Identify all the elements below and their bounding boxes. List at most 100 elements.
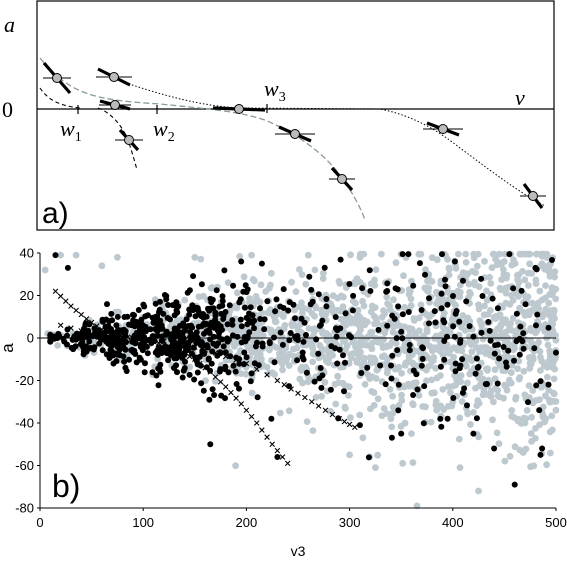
black-point: [438, 290, 445, 297]
black-point: [517, 323, 524, 330]
cross-point: [104, 328, 110, 335]
gray-point: [386, 386, 394, 393]
gray-point: [468, 357, 476, 365]
cross-point: [114, 333, 121, 339]
gray-point: [266, 344, 273, 352]
black-point: [246, 310, 253, 317]
black-point: [201, 350, 208, 357]
gray-point: [455, 250, 462, 258]
cross-stroke: [288, 386, 294, 392]
black-point: [83, 343, 90, 350]
black-point: [222, 363, 229, 370]
gray-point: [302, 280, 310, 288]
black-point: [219, 293, 226, 300]
black-point: [117, 352, 124, 359]
gray-point: [484, 365, 491, 373]
y-tick-label: -60: [15, 458, 34, 473]
gray-point: [423, 328, 431, 336]
gray-point: [509, 346, 517, 354]
tangent-dot-4: [124, 135, 134, 145]
gray-point: [515, 357, 523, 365]
gray-point: [527, 327, 535, 334]
cross-point: [73, 307, 79, 314]
gray-point: [513, 272, 521, 279]
gray-point: [433, 288, 440, 296]
black-point: [336, 346, 343, 353]
cross-point: [202, 364, 208, 371]
black-point: [182, 347, 189, 354]
black-point: [277, 329, 284, 336]
black-point: [367, 288, 374, 294]
gray-point: [464, 270, 471, 278]
gray-point: [466, 288, 473, 296]
black-point: [388, 434, 395, 441]
gray-point: [325, 355, 332, 363]
cross-point: [284, 460, 291, 467]
gray-point: [41, 266, 49, 274]
cross-stroke: [114, 333, 121, 339]
gray-point: [522, 445, 530, 453]
gray-point: [445, 271, 453, 279]
cross-point: [212, 374, 219, 380]
black-point: [115, 326, 121, 333]
gray-point: [442, 326, 450, 333]
black-point: [438, 305, 445, 312]
gray-point: [334, 372, 342, 380]
gray-point: [354, 306, 362, 314]
gray-point: [468, 348, 476, 356]
gray-point: [356, 253, 364, 261]
black-point: [384, 280, 391, 287]
cross-stroke: [222, 353, 229, 360]
gray-point: [298, 271, 306, 278]
black-point: [72, 343, 79, 350]
black-point: [271, 359, 278, 366]
gray-point: [471, 278, 478, 286]
panel-a-zero-label: 0: [2, 97, 13, 122]
black-point: [152, 313, 159, 320]
black-point: [77, 341, 84, 348]
cross-stroke: [281, 381, 288, 388]
gray-point: [445, 264, 453, 272]
cross-point: [308, 398, 315, 405]
x-tick-label: 500: [545, 515, 567, 530]
black-point: [437, 363, 444, 370]
black-point: [405, 251, 412, 258]
black-point: [108, 342, 115, 349]
black-point: [195, 308, 202, 315]
gray-point: [251, 277, 258, 285]
gray-point: [529, 387, 537, 394]
cross-stroke: [150, 337, 157, 343]
w3-subscript: 3: [279, 90, 286, 105]
gray-point: [346, 451, 353, 459]
gray-point: [398, 397, 406, 404]
gray-point: [526, 307, 534, 315]
gray-point: [442, 344, 449, 352]
gray-point: [440, 406, 447, 413]
black-point: [216, 368, 223, 375]
gray-point: [372, 375, 380, 382]
black-point: [438, 423, 445, 430]
tangent-glyph-4: [115, 128, 143, 152]
black-point: [186, 287, 193, 294]
gray-point: [526, 260, 533, 268]
gray-point: [532, 280, 540, 287]
gray-point: [366, 375, 374, 382]
gray-point: [498, 276, 505, 283]
gray-point: [267, 306, 274, 313]
black-point: [254, 394, 261, 401]
gray-point: [369, 339, 377, 347]
gray-point: [496, 333, 503, 341]
black-point: [399, 251, 406, 258]
black-point: [193, 329, 200, 336]
black-point: [444, 301, 451, 308]
black-point: [213, 287, 220, 294]
cross-point: [322, 407, 329, 414]
gray-point: [409, 360, 417, 368]
black-point: [211, 392, 218, 398]
black-point: [350, 292, 357, 299]
gray-point: [346, 314, 354, 322]
gray-point: [494, 325, 502, 332]
gray-point: [527, 337, 534, 345]
black-point: [308, 286, 315, 293]
gray-point: [514, 415, 522, 423]
